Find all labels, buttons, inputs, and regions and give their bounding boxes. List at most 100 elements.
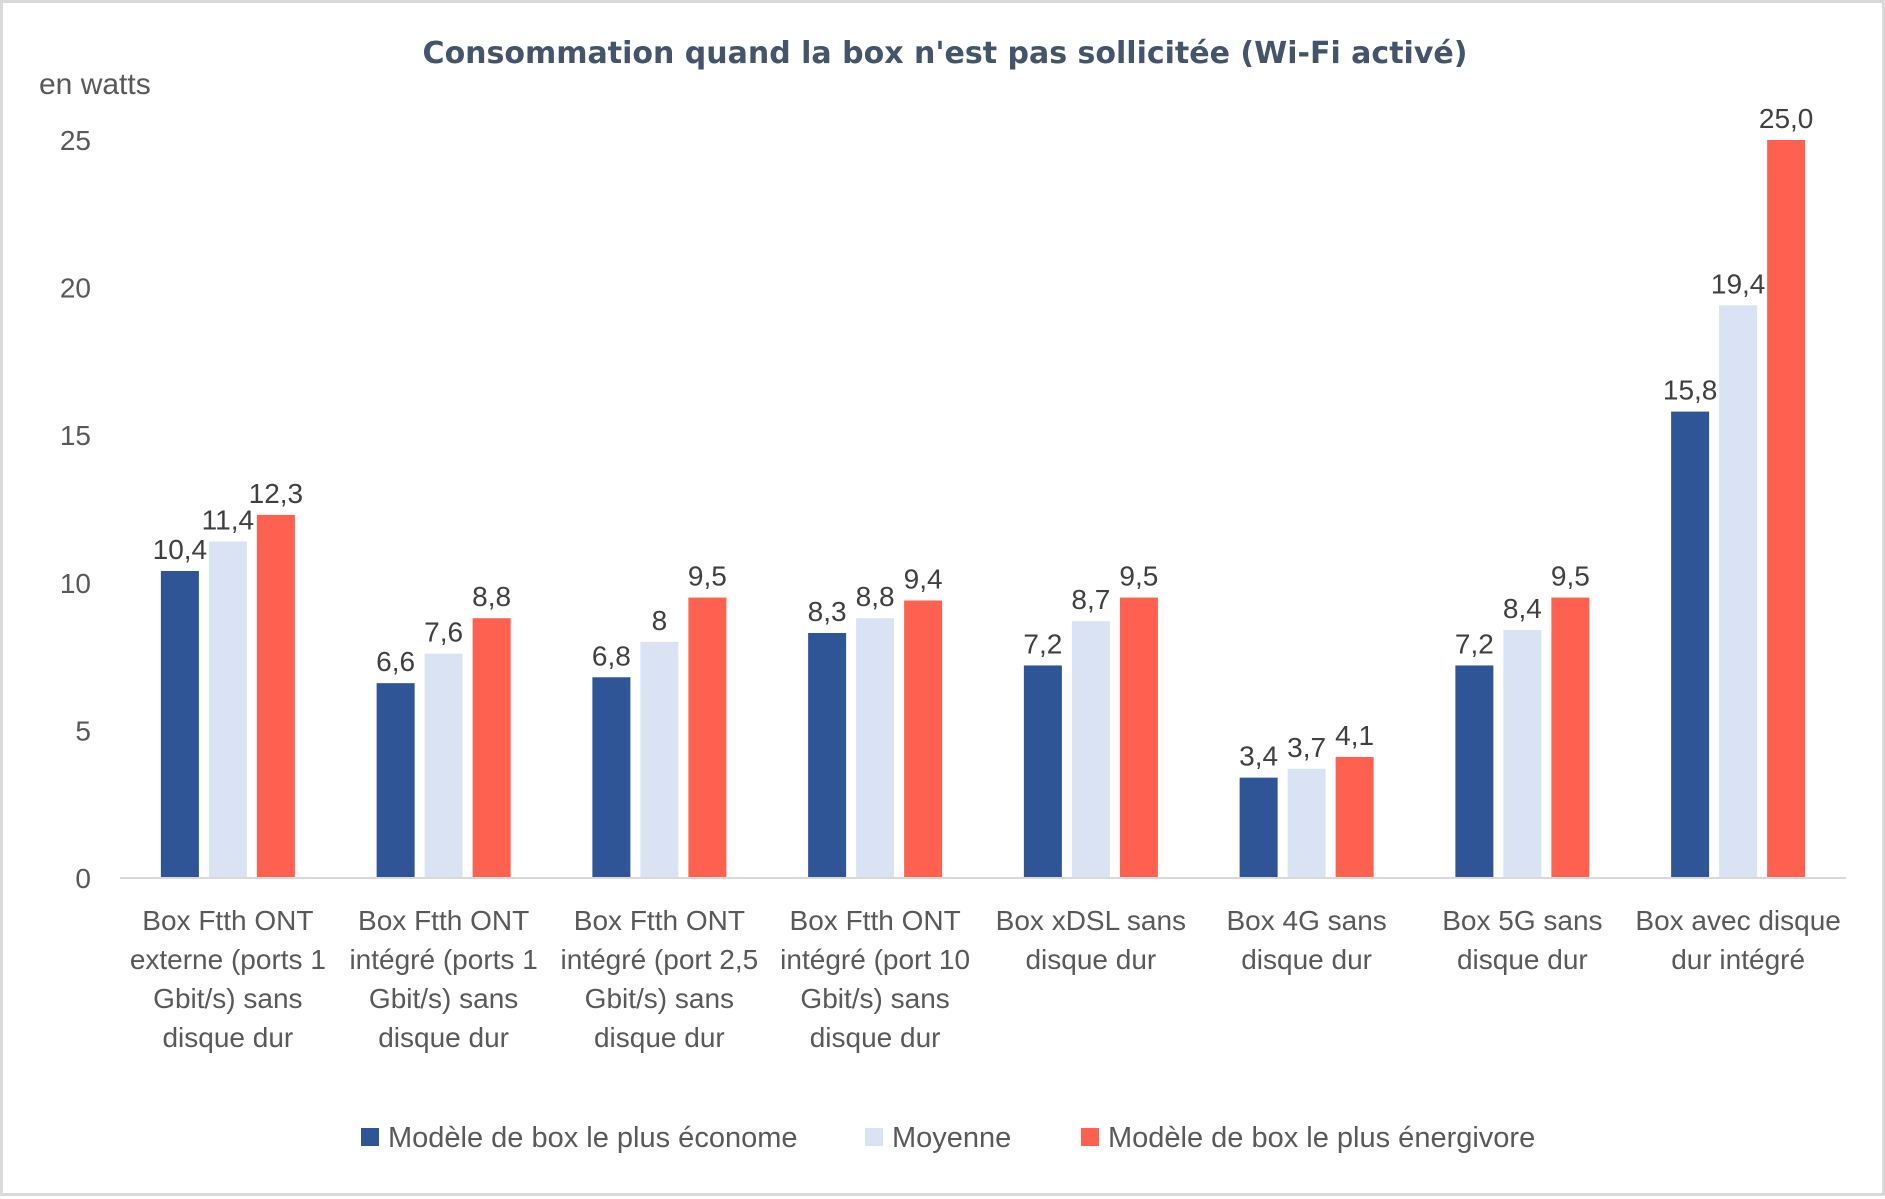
category-label-line: intégré (ports 1 [349,944,537,975]
category-label-line: Box 4G sans [1226,905,1386,936]
bar-value-label: 8,3 [808,596,847,627]
bar-energivore [688,597,727,878]
bar-value-label: 15,8 [1663,375,1718,406]
bar-energivore [472,618,511,878]
y-axis-unit-label: en watts [39,68,151,101]
bar-value-label: 9,5 [688,561,727,592]
bar-value-label: 7,6 [424,617,463,648]
bar-moyenne [1719,305,1758,878]
legend-swatch [1081,1128,1099,1146]
category-label-line: disque dur [378,1022,509,1053]
category-label: Box Ftth ONT intégré (port 10 Gbit/s) sans… [780,905,970,1053]
category-label-line: Gbit/s) sans [153,983,302,1014]
chart-title: Consommation quand la box n'est pas soll… [423,36,1468,71]
category-label-line: Box Ftth ONT [574,905,745,936]
bar-value-label: 11,4 [202,504,254,535]
y-tick-label: 5 [75,715,91,746]
bar-energivore [256,514,295,878]
category-label-line: disque dur [1025,944,1156,975]
category-label: Box 5G sans disque dur [1442,905,1602,975]
y-tick-label: 15 [60,420,91,451]
bar-value-label: 8,4 [1503,593,1542,624]
y-tick-label: 20 [60,273,91,304]
bar-econome [1239,777,1278,878]
category-label: Box xDSL sans disque dur [996,905,1186,975]
category-label-line: Box Ftth ONT [142,905,313,936]
bar-value-label: 8,7 [1071,584,1110,615]
category-label-line: externe (ports 1 [130,944,326,975]
bar-value-label: 10,4 [153,534,208,565]
category-label: Box avec disque dur intégré [1635,905,1840,975]
category-label-line: Gbit/s) sans [369,983,518,1014]
y-tick-label: 25 [60,125,91,156]
category-label-line: disque dur [1241,944,1372,975]
bar-value-label: 19,4 [1711,268,1766,299]
bar-energivore [1551,597,1590,878]
bar-energivore [1767,140,1806,878]
category-label-line: Box avec disque [1635,905,1840,936]
bar-value-label: 3,7 [1287,732,1326,763]
bar-value-label: 7,2 [1023,628,1062,659]
category-label-line: Gbit/s) sans [800,983,949,1014]
category-label: Box 4G sans disque dur [1226,905,1386,975]
y-axis-ticks: 0 5 10 15 20 25 [60,125,91,894]
bar-value-label: 25,0 [1759,103,1814,134]
bar-moyenne [1071,621,1110,878]
category-label-line: disque dur [1457,944,1588,975]
legend-swatch [361,1128,379,1146]
bar-econome [376,683,415,878]
legend: Modèle de box le plus économe Moyenne Modè… [361,1122,1535,1154]
category-label-line: Gbit/s) sans [585,983,734,1014]
category-label: Box Ftth ONT externe (ports 1 Gbit/s) sans… [130,905,326,1053]
y-tick-label: 0 [75,863,91,894]
bar-value-label: 7,2 [1455,628,1494,659]
bar-value-label: 4,1 [1335,720,1374,751]
category-label-line: disque dur [162,1022,293,1053]
bar-value-label: 3,4 [1239,741,1278,772]
category-label-line: intégré (port 2,5 [561,944,759,975]
bar-econome [808,632,847,878]
bar-econome [1455,665,1494,878]
category-label-line: Box Ftth ONT [790,905,961,936]
bar-moyenne [1287,768,1326,878]
bar-econome [1671,411,1710,878]
legend-label: Moyenne [892,1122,1011,1154]
bar-econome [1023,665,1062,878]
bar-energivore [1335,756,1374,878]
category-label: Box Ftth ONT intégré (port 2,5 Gbit/s) san… [561,905,759,1053]
category-label-line: intégré (port 10 [780,944,970,975]
bar-value-label: 8,8 [856,581,895,612]
bar-value-label: 9,5 [1119,561,1158,592]
bar-moyenne [424,653,463,878]
bar-econome [160,570,199,878]
category-labels: Box Ftth ONT externe (ports 1 Gbit/s) sans… [130,905,1841,1053]
category-label-line: disque dur [594,1022,725,1053]
category-label-line: Box 5G sans [1442,905,1602,936]
bar-moyenne [1503,630,1542,878]
bar-econome [592,677,631,878]
bar-chart: Consommation quand la box n'est pas soll… [39,36,1846,1154]
y-tick-label: 10 [60,568,91,599]
category-label-line: Box xDSL sans [996,905,1186,936]
bar-moyenne [640,641,679,878]
category-label-line: disque dur [810,1022,941,1053]
bar-value-label: 9,4 [904,564,943,595]
bar-value-label: 6,6 [376,646,415,677]
legend-label: Modèle de box le plus économe [388,1122,797,1154]
bar-energivore [1119,597,1158,878]
bar-value-label: 9,5 [1551,561,1590,592]
bar-value-label: 8 [652,605,668,636]
category-label-line: dur intégré [1671,944,1805,975]
bar-moyenne [856,618,895,878]
bar-value-label: 12,3 [249,478,304,509]
legend-swatch [865,1128,883,1146]
bar-energivore [904,600,943,878]
bar-value-label: 8,8 [472,581,511,612]
bar-moyenne [208,541,247,878]
legend-label: Modèle de box le plus énergivore [1108,1122,1535,1154]
category-label: Box Ftth ONT intégré (ports 1 Gbit/s) sans… [349,905,537,1053]
bars-group: 10,4 6,6 6,8 8,3 7,2 3,4 7,2 15,8 11,4 7,6 8 8,8 8,7… [153,103,1814,878]
category-label-line: Box Ftth ONT [358,905,529,936]
bar-value-label: 6,8 [592,640,631,671]
